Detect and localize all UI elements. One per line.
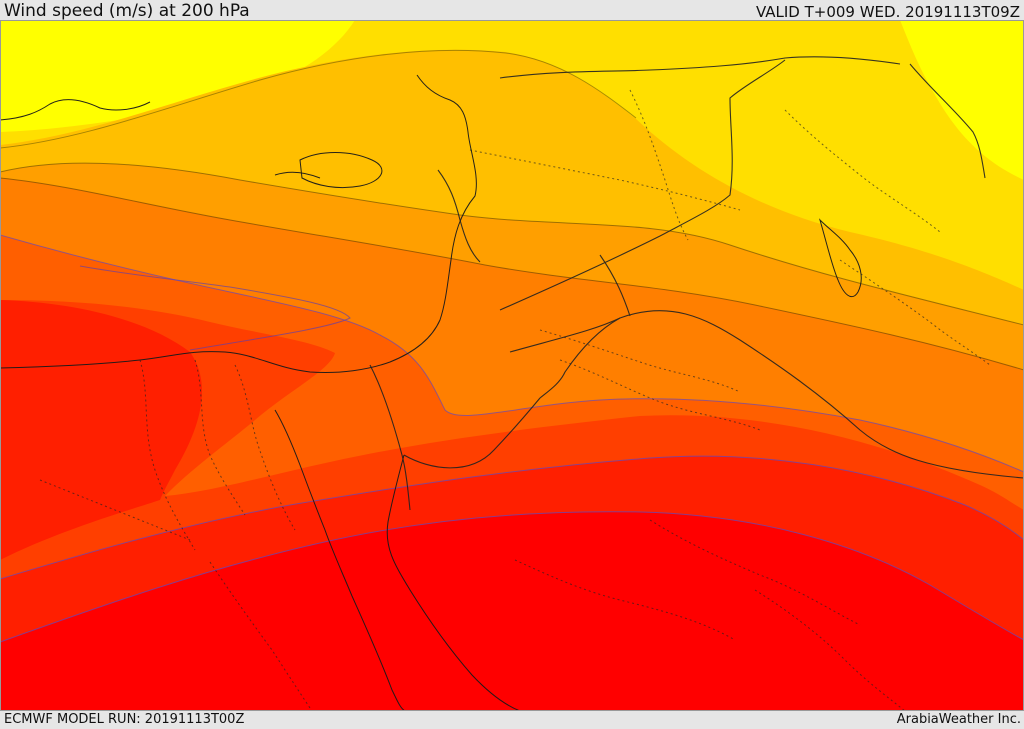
province-border: [629, 89, 689, 241]
border-line: [509, 310, 1024, 479]
border-line: [403, 317, 621, 469]
coast-segment: [274, 171, 321, 179]
province-border: [139, 359, 196, 551]
province-border: [539, 329, 741, 393]
province-borders-layer: [39, 89, 991, 711]
map-title: Wind speed (m/s) at 200 hPa: [4, 1, 250, 21]
northern-coastline: [0, 99, 151, 121]
contour-line: [79, 265, 351, 351]
province-border: [784, 109, 941, 233]
province-border: [234, 364, 296, 531]
contour-line: [0, 511, 1024, 643]
border-line: [599, 254, 631, 317]
province-border: [469, 149, 741, 211]
contour-line: [0, 49, 637, 149]
province-border: [209, 561, 313, 711]
band-red-west: [0, 300, 202, 560]
inland-lake-outline: [818, 218, 862, 298]
province-border: [559, 359, 761, 431]
borders-layer: [369, 56, 1024, 511]
contour-line: [0, 234, 1024, 473]
province-border: [649, 519, 861, 626]
province-border: [39, 479, 191, 541]
gulf-of-suez-coastline: [274, 409, 406, 711]
border-line: [369, 364, 411, 511]
border-line: [909, 63, 986, 179]
border-line: [437, 169, 481, 263]
wind-speed-map-svg: [0, 20, 1024, 711]
model-run-label: ECMWF MODEL RUN: 20191113T00Z: [4, 712, 245, 727]
border-line: [499, 56, 901, 79]
footer-bar: ECMWF MODEL RUN: 20191113T00Z ArabiaWeat…: [0, 711, 1024, 729]
credit-label: ArabiaWeather Inc.: [896, 712, 1021, 727]
contour-line: [0, 162, 1024, 326]
band-yellow-northwest: [0, 20, 355, 132]
band-yellow-northeast: [900, 20, 1024, 180]
province-border: [194, 359, 246, 516]
contour-line: [0, 455, 1024, 580]
coastline-layer: [0, 74, 862, 711]
gulf-of-aqaba-coastline: [386, 454, 521, 711]
weather-map[interactable]: [0, 20, 1024, 711]
band-red-deep: [0, 511, 1024, 711]
contour-line: [0, 177, 1024, 371]
header-bar: Wind speed (m/s) at 200 hPa VALID T+009 …: [0, 0, 1024, 20]
mediterranean-coastline: [0, 74, 477, 373]
island-outline: [299, 152, 383, 189]
border-line: [499, 59, 786, 311]
valid-time-label: VALID T+009 WED. 20191113T09Z: [755, 3, 1020, 21]
